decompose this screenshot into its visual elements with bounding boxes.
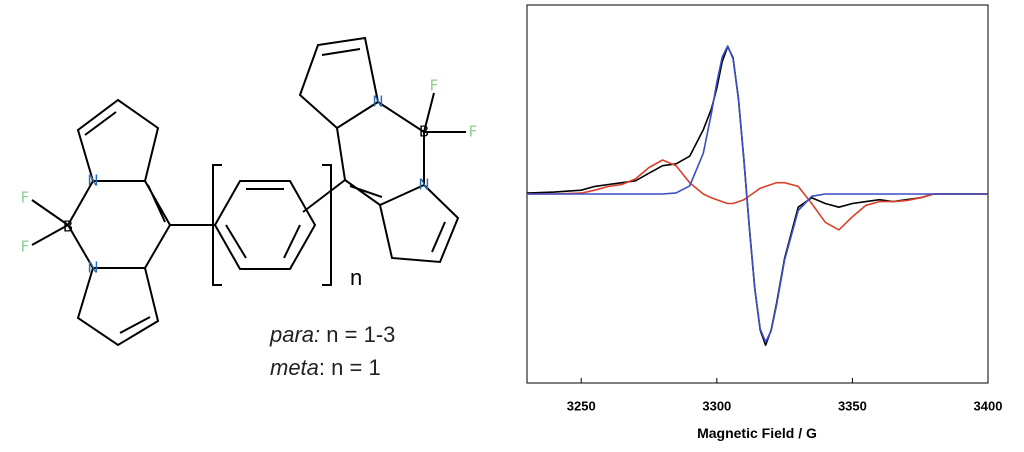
rule: n = 1-3 bbox=[326, 322, 395, 347]
rule: : n = 1 bbox=[319, 355, 381, 380]
atom: N bbox=[87, 259, 98, 277]
structure: F F B N N N B F F N n para: n = 1-3 meta… bbox=[21, 36, 478, 380]
atom: N bbox=[372, 93, 383, 111]
atom: F bbox=[430, 77, 439, 95]
x-axis-label: Magnetic Field / G bbox=[697, 425, 817, 441]
atom: F bbox=[21, 189, 30, 207]
spectrum-line bbox=[527, 45, 988, 343]
atom: B bbox=[63, 218, 73, 236]
isomer: para: bbox=[269, 322, 320, 347]
isomer: meta bbox=[270, 355, 319, 380]
bonds bbox=[31, 36, 466, 347]
atom: N bbox=[87, 172, 98, 190]
x-tick-label: 3400 bbox=[974, 398, 1003, 413]
condition: meta: n = 1 bbox=[270, 355, 381, 380]
x-tick-label: 3250 bbox=[567, 398, 596, 413]
atom: F bbox=[21, 238, 30, 256]
x-tick-label: 3350 bbox=[838, 398, 867, 413]
atom: B bbox=[419, 123, 429, 141]
atom: F bbox=[469, 123, 478, 141]
chart: Magnetic Field / G 3250 3300 3350 3400 bbox=[526, 4, 1003, 441]
spectrum-line bbox=[526, 45, 988, 346]
atom: N bbox=[418, 176, 429, 194]
condition: para: n = 1-3 bbox=[269, 322, 395, 347]
spectrum-line bbox=[527, 159, 988, 231]
repeat-label: n bbox=[350, 265, 362, 290]
x-tick-label: 3300 bbox=[702, 398, 731, 413]
